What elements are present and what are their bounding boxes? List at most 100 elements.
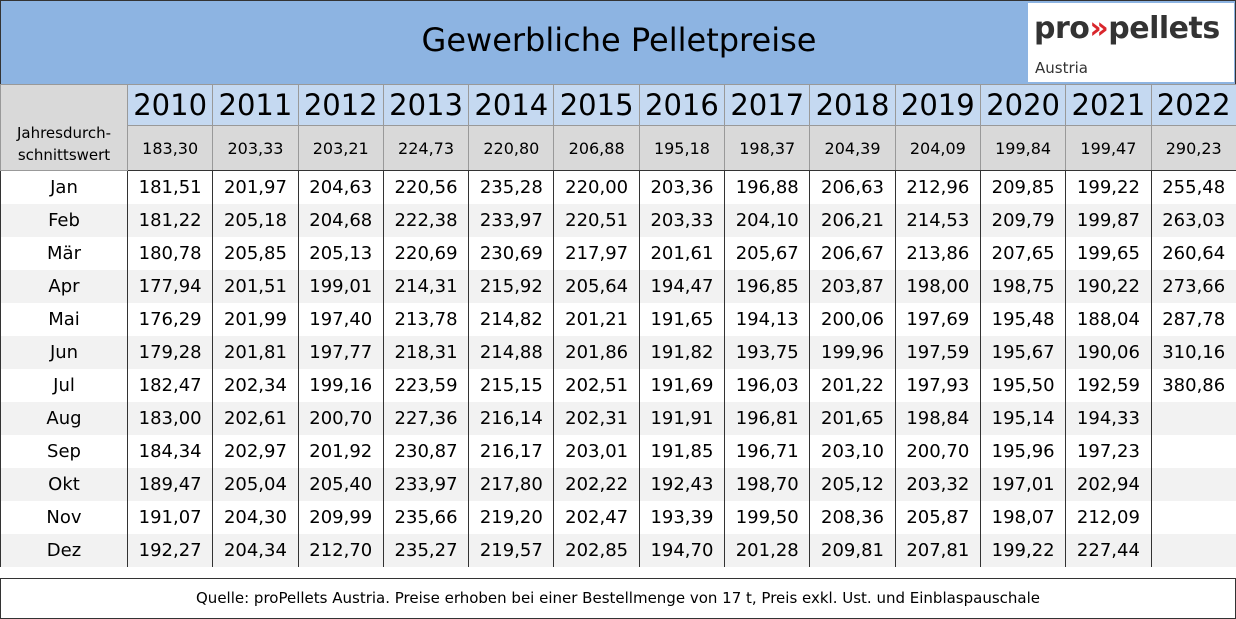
month-row: Dez 192,27 204,34 212,70 235,27 219,57 202,85 1…: [0, 534, 1236, 567]
price-cell: 198,70: [724, 468, 811, 501]
price-cell: 260,64: [1150, 237, 1236, 270]
price-cell: 202,94: [1065, 468, 1152, 501]
price-cell: 273,66: [1150, 270, 1236, 303]
price-cell: 204,30: [212, 501, 299, 534]
price-cell: 193,75: [724, 336, 811, 369]
price-cell: 220,51: [553, 204, 640, 237]
price-table: Jahresdurch-schnittswert 2010 2011 2012 2013…: [0, 84, 1236, 567]
price-cell: 192,43: [638, 468, 726, 501]
price-cell: 204,10: [724, 204, 811, 237]
price-cell: 192,59: [1065, 369, 1152, 402]
year-header: 2010: [126, 84, 214, 126]
price-cell: 216,17: [468, 435, 555, 468]
price-cell: 202,47: [553, 501, 640, 534]
price-cell: 230,69: [468, 237, 555, 270]
price-cell: 197,93: [894, 369, 981, 402]
year-header: 2022: [1150, 84, 1236, 126]
price-cell: 191,82: [638, 336, 726, 369]
logo-region: Austria: [1035, 59, 1088, 77]
price-cell: 209,85: [979, 170, 1067, 204]
price-cell: 200,70: [894, 435, 981, 468]
price-cell: 201,99: [212, 303, 299, 336]
logo-name: pro»pellets: [1034, 11, 1220, 46]
month-label: Mär: [0, 237, 128, 270]
price-cell: 287,78: [1150, 303, 1236, 336]
price-cell: 197,77: [297, 336, 384, 369]
price-cell: 215,92: [468, 270, 555, 303]
month-row: Jun 179,28 201,81 197,77 218,31 214,88 201,86 1…: [0, 336, 1236, 369]
price-cell: 380,86: [1150, 369, 1236, 402]
price-cell: 201,22: [809, 369, 896, 402]
price-cell: 199,96: [809, 336, 896, 369]
price-cell: 203,10: [809, 435, 896, 468]
price-cell: 190,22: [1065, 270, 1152, 303]
price-cell: 195,96: [979, 435, 1067, 468]
price-cell: 201,97: [212, 170, 299, 204]
month-row: Okt 189,47 205,04 205,40 233,97 217,80 202,22 1…: [0, 468, 1236, 501]
average-cell: 204,09: [894, 125, 981, 171]
month-label: Jun: [0, 336, 128, 369]
price-cell: 204,34: [212, 534, 299, 567]
price-cell: 219,57: [468, 534, 555, 567]
price-cell: 218,31: [382, 336, 470, 369]
price-cell: 194,47: [638, 270, 726, 303]
price-cell: 206,63: [809, 170, 896, 204]
price-cell: 230,87: [382, 435, 470, 468]
average-cell: 224,73: [382, 125, 470, 171]
price-cell: 205,13: [297, 237, 384, 270]
average-cell: 203,21: [297, 125, 384, 171]
average-cell: 203,33: [212, 125, 299, 171]
price-cell: 235,27: [382, 534, 470, 567]
average-cell: 199,84: [979, 125, 1067, 171]
price-cell: 203,36: [638, 170, 726, 204]
price-cell: 191,85: [638, 435, 726, 468]
year-header: 2019: [894, 84, 981, 126]
month-row: Jul 182,47 202,34 199,16 223,59 215,15 202,51 1…: [0, 369, 1236, 402]
price-cell: 196,85: [724, 270, 811, 303]
price-cell: 227,44: [1065, 534, 1152, 567]
price-cell: 195,14: [979, 402, 1067, 435]
price-cell: 206,21: [809, 204, 896, 237]
average-cell: 183,30: [126, 125, 214, 171]
year-header: 2015: [553, 84, 640, 126]
price-cell: 202,31: [553, 402, 640, 435]
month-row: Aug 183,00 202,61 200,70 227,36 216,14 202,31 1…: [0, 402, 1236, 435]
month-row: Apr 177,94 201,51 199,01 214,31 215,92 205,64 1…: [0, 270, 1236, 303]
price-cell: [1150, 468, 1236, 501]
price-cell: 197,40: [297, 303, 384, 336]
price-cell: 196,71: [724, 435, 811, 468]
average-cell: 195,18: [638, 125, 726, 171]
price-cell: 222,38: [382, 204, 470, 237]
price-cell: 213,78: [382, 303, 470, 336]
year-header: 2021: [1065, 84, 1152, 126]
price-cell: 194,13: [724, 303, 811, 336]
price-cell: 190,06: [1065, 336, 1152, 369]
year-header: 2013: [382, 84, 470, 126]
year-header: 2017: [724, 84, 811, 126]
price-cell: 198,84: [894, 402, 981, 435]
price-cell: 212,96: [894, 170, 981, 204]
price-cell: 195,48: [979, 303, 1067, 336]
price-cell: 197,69: [894, 303, 981, 336]
year-header: 2012: [297, 84, 384, 126]
price-cell: 199,65: [1065, 237, 1152, 270]
logo: pro»pellets Austria: [1028, 3, 1234, 82]
price-cell: 177,94: [126, 270, 214, 303]
price-cell: 202,61: [212, 402, 299, 435]
price-cell: 209,99: [297, 501, 384, 534]
price-cell: 198,75: [979, 270, 1067, 303]
price-cell: 205,18: [212, 204, 299, 237]
month-row: Jan 181,51 201,97 204,63 220,56 235,28 220,00 2…: [0, 170, 1236, 204]
logo-suffix: pellets: [1108, 11, 1220, 46]
price-cell: 180,78: [126, 237, 214, 270]
price-cell: 209,81: [809, 534, 896, 567]
year-header: 2011: [212, 84, 299, 126]
average-cell: 198,37: [724, 125, 811, 171]
price-cell: 191,69: [638, 369, 726, 402]
price-cell: 188,04: [1065, 303, 1152, 336]
price-cell: 203,01: [553, 435, 640, 468]
price-cell: 255,48: [1150, 170, 1236, 204]
price-cell: 214,31: [382, 270, 470, 303]
footer: Quelle: proPellets Austria. Preise erhob…: [0, 578, 1236, 619]
price-cell: 191,91: [638, 402, 726, 435]
